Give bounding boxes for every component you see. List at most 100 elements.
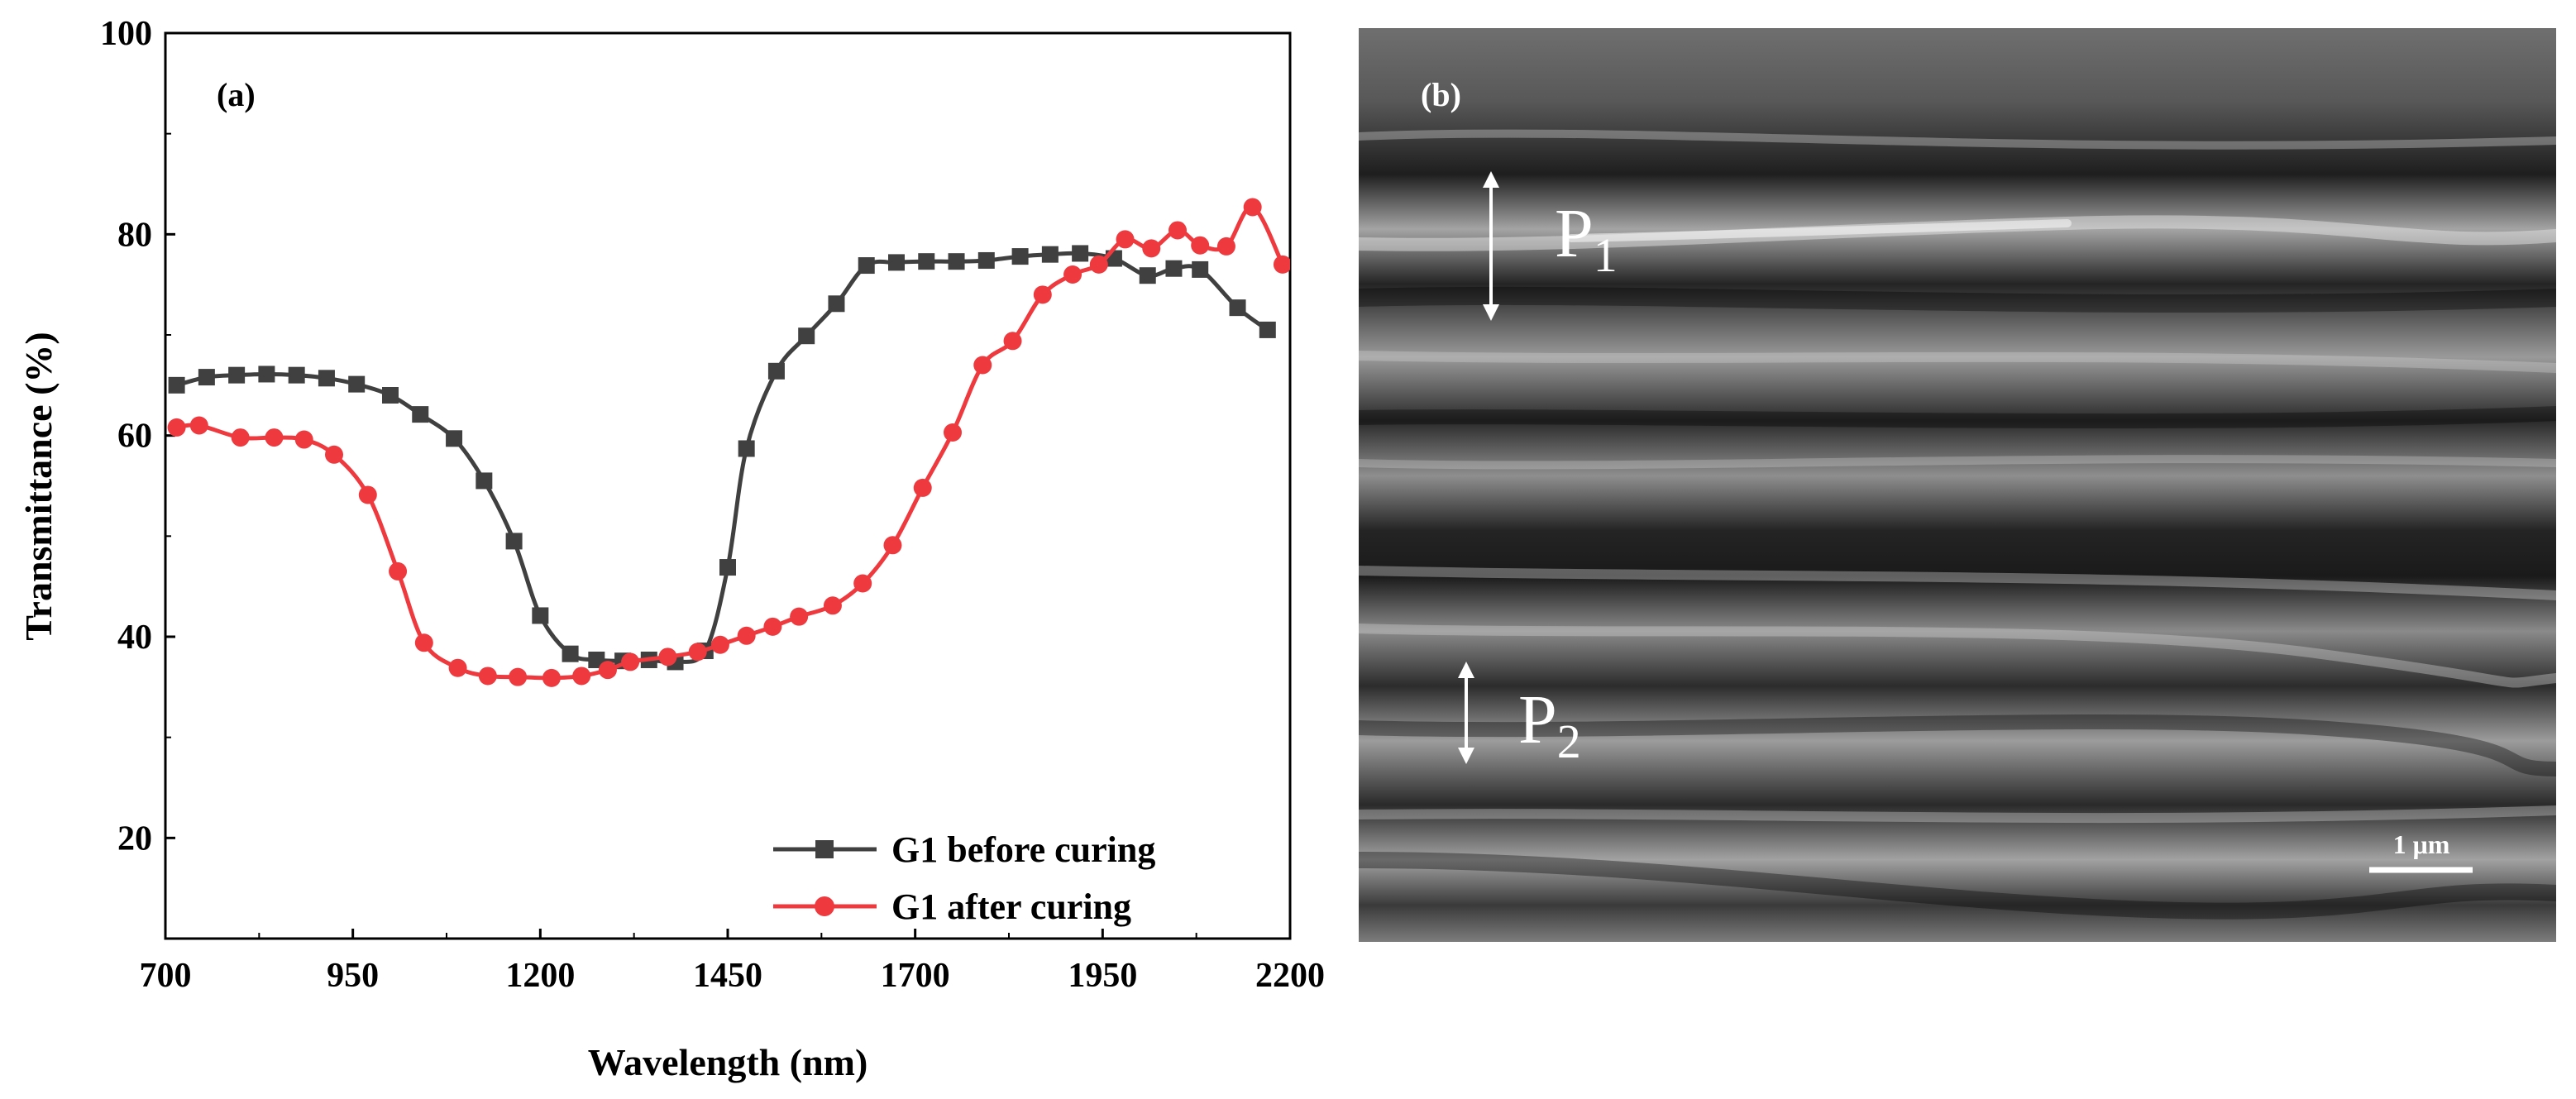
data-point — [168, 376, 185, 394]
data-point — [828, 295, 845, 313]
data-point — [823, 596, 842, 615]
data-point — [1259, 321, 1276, 338]
legend-label-before-curing: G1 before curing — [891, 829, 1155, 870]
plot-frame — [164, 31, 1292, 940]
data-point — [505, 533, 523, 550]
data-point — [448, 658, 467, 677]
data-point — [1169, 221, 1187, 240]
data-point — [1243, 198, 1262, 217]
data-point — [944, 423, 962, 442]
x-tick-label: 1950 — [1068, 957, 1137, 995]
data-point — [798, 327, 815, 345]
data-point — [1191, 236, 1210, 255]
data-point — [318, 370, 335, 387]
data-point — [737, 626, 756, 645]
data-point — [189, 416, 208, 435]
data-point — [231, 428, 250, 447]
y-tick-label: 60 — [117, 418, 152, 456]
data-point — [858, 257, 875, 275]
data-point — [414, 633, 433, 652]
data-point — [228, 366, 246, 384]
data-point — [412, 406, 429, 423]
y-tick-label: 100 — [100, 15, 152, 53]
data-point — [476, 472, 493, 490]
data-point — [1063, 265, 1082, 284]
data-point — [382, 387, 399, 404]
data-point — [1089, 255, 1108, 274]
p2-letter: P — [1518, 681, 1557, 758]
series-layer — [167, 198, 1290, 687]
legend: G1 before curing G1 after curing — [773, 829, 1155, 927]
micrograph-image — [1359, 28, 2556, 942]
data-point — [1072, 245, 1089, 262]
data-point — [918, 253, 935, 270]
data-point — [258, 366, 275, 383]
data-point — [265, 428, 284, 447]
data-point — [719, 559, 736, 576]
data-point — [1003, 332, 1022, 351]
data-point — [710, 635, 729, 654]
legend-swatch-marker — [815, 840, 834, 858]
data-point — [348, 375, 366, 393]
p1-period-arrow — [1483, 171, 1499, 321]
data-point — [1041, 246, 1059, 263]
data-point — [1165, 260, 1183, 277]
data-point — [1142, 239, 1161, 258]
p2-label: P2 — [1518, 681, 1581, 768]
y-tick-label: 20 — [117, 819, 152, 858]
data-point — [888, 254, 905, 271]
data-point — [478, 667, 497, 686]
series-g1-before-curing — [168, 245, 1276, 671]
data-point — [853, 574, 872, 593]
data-point — [1229, 299, 1246, 317]
data-point — [358, 485, 377, 504]
data-point — [1033, 285, 1052, 304]
series-line — [175, 251, 1269, 665]
y-axis-title: Transmittance (%) — [17, 332, 60, 640]
data-point — [763, 617, 782, 636]
micrograph-panel: (b) P1 P2 1 μm — [1359, 28, 2556, 942]
data-point — [883, 536, 902, 555]
y-tick-label: 40 — [117, 619, 152, 657]
scale-bar-label: 1 μm — [2393, 829, 2450, 859]
data-point — [588, 651, 605, 668]
data-point — [1011, 248, 1029, 265]
data-point — [790, 607, 809, 626]
data-point — [1216, 237, 1235, 256]
series-line — [176, 204, 1285, 681]
data-point — [977, 251, 995, 269]
p1-subscript: 1 — [1594, 228, 1618, 282]
data-point — [598, 661, 617, 680]
data-point — [688, 643, 707, 662]
data-point — [389, 561, 408, 581]
data-point — [532, 607, 549, 624]
data-point — [1192, 260, 1209, 278]
transmittance-chart: 20 40 60 80 100 700 950 1200 1450 1700 1950 2200 (… — [17, 15, 1325, 1083]
x-tick-label: 1700 — [881, 957, 950, 995]
data-point — [288, 366, 305, 384]
data-point — [509, 667, 528, 686]
data-point — [621, 652, 640, 671]
x-tick-label: 1200 — [505, 957, 575, 995]
data-point — [572, 667, 591, 686]
legend-label-after-curing: G1 after curing — [891, 886, 1131, 927]
data-point — [913, 478, 932, 497]
p2-subscript: 2 — [1557, 714, 1581, 768]
data-point — [198, 369, 215, 386]
data-point — [948, 253, 965, 270]
x-tick-label: 950 — [327, 957, 379, 995]
chart-panel-label: (a) — [217, 76, 256, 113]
data-point — [738, 440, 755, 457]
x-tick-label: 700 — [140, 957, 192, 995]
x-tick-label: 2200 — [1255, 957, 1325, 995]
micrograph-panel-label: (b) — [1421, 76, 1461, 113]
x-tick-label: 1450 — [693, 957, 762, 995]
p1-letter: P — [1555, 195, 1594, 272]
micrograph-fringes — [1359, 129, 2556, 920]
data-point — [294, 430, 313, 449]
data-point — [1139, 267, 1156, 284]
data-point — [325, 445, 343, 464]
p2-period-arrow — [1458, 662, 1474, 764]
data-point — [446, 430, 463, 447]
